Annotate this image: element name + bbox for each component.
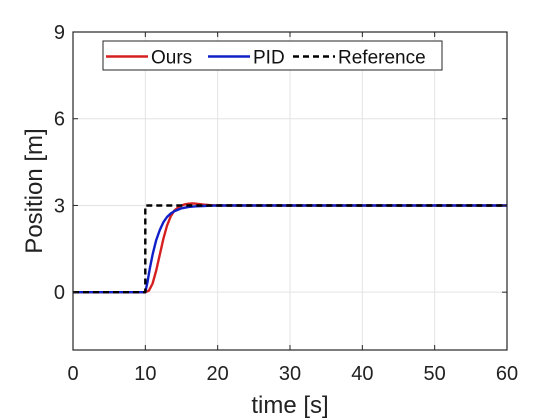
y-tick-label: 0 (54, 282, 65, 304)
legend: Ours PID Reference (102, 40, 443, 71)
y-tick-label: 3 (54, 195, 65, 217)
y-axis-label: Position [m] (21, 128, 48, 253)
x-axis-label: time [s] (251, 392, 328, 419)
series-line-reference (73, 204, 507, 294)
x-tick-label: 50 (424, 363, 446, 385)
legend-label-reference: Reference (338, 48, 426, 69)
y-tick-label: 9 (54, 22, 65, 44)
legend-label-ours: Ours (151, 48, 192, 69)
x-tick-label: 30 (279, 363, 301, 385)
x-tick-label: 10 (134, 363, 156, 385)
ticks: 0 10 20 30 40 50 60 0 3 6 9 (54, 22, 518, 385)
legend-label-pid: PID (253, 48, 285, 69)
x-tick-label: 20 (207, 363, 229, 385)
x-tick-label: 0 (67, 363, 78, 385)
x-tick-label: 40 (351, 363, 373, 385)
x-tick-label: 60 (496, 363, 518, 385)
y-tick-label: 6 (54, 109, 65, 131)
legend-box (102, 40, 443, 71)
series-group (73, 202, 507, 294)
